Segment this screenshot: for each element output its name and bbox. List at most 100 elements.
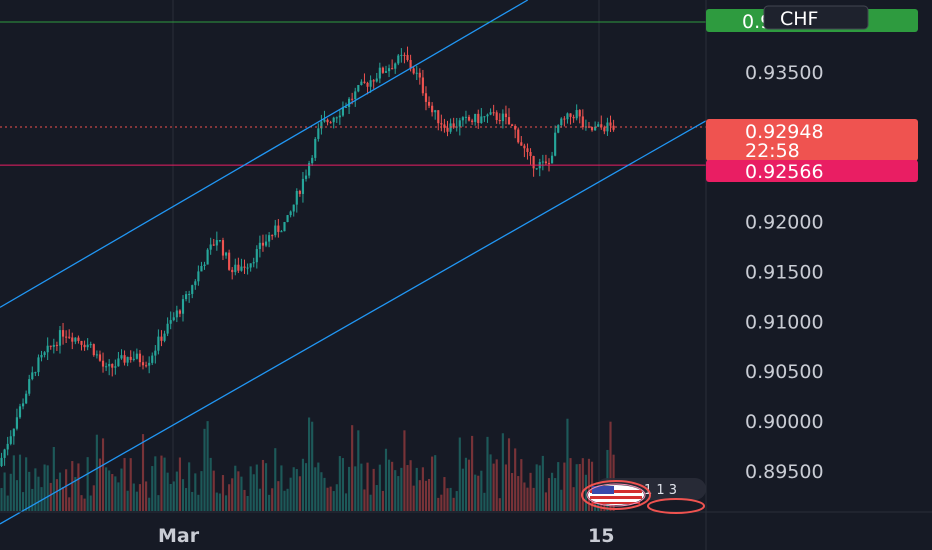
volume-bar xyxy=(135,491,138,511)
volume-bar xyxy=(77,463,80,511)
candle-body xyxy=(74,337,77,342)
candle-body xyxy=(317,128,320,139)
volume-bar xyxy=(461,468,464,511)
volume-bar xyxy=(114,476,117,511)
price-axis[interactable]: 0.93500 0.92000 0.91500 0.91000 0.90500 0.900… xyxy=(745,62,824,483)
candle-body xyxy=(264,241,268,246)
price-tick-label: 0.93500 xyxy=(745,62,824,84)
red-line-price-tag[interactable]: 0.92566 xyxy=(706,160,918,183)
volume-bar xyxy=(243,489,246,511)
time-tick-label: 15 xyxy=(588,525,614,547)
candle-body xyxy=(132,358,135,360)
volume-bar xyxy=(467,459,471,511)
candle-body xyxy=(274,225,277,236)
volume-bar xyxy=(74,477,77,511)
volume-bar xyxy=(261,459,265,511)
volume-bar xyxy=(301,458,305,511)
candle-body xyxy=(77,337,80,341)
volume-bar xyxy=(406,465,409,511)
volume-bar xyxy=(191,491,194,511)
volume-bar xyxy=(145,481,148,511)
volume-bar xyxy=(132,483,135,511)
volume-bar xyxy=(440,494,443,511)
time-axis[interactable]: Mar 15 xyxy=(158,525,614,547)
candle-body xyxy=(409,59,412,69)
volume-bar xyxy=(40,487,43,511)
event-marker[interactable] xyxy=(647,498,705,514)
volume-bar xyxy=(566,418,569,511)
candle-body xyxy=(261,242,265,246)
candle-body xyxy=(332,117,335,123)
volume-bar xyxy=(403,430,406,511)
candle-body xyxy=(381,67,384,73)
candle-body xyxy=(80,340,83,345)
volume-bar xyxy=(154,456,157,511)
volume-bar xyxy=(560,489,563,511)
volume-bar xyxy=(526,487,529,511)
volume-bar xyxy=(338,456,341,511)
volume-bar xyxy=(12,455,15,511)
candle-body xyxy=(123,355,126,363)
volume-bar xyxy=(563,462,566,511)
candle-body xyxy=(212,244,215,246)
candle-body xyxy=(566,113,569,120)
candle-body xyxy=(308,163,311,176)
candle-body xyxy=(431,105,434,113)
volume-bar xyxy=(360,463,363,511)
volume-bar xyxy=(507,438,511,511)
candles xyxy=(0,46,615,468)
candle-body xyxy=(98,354,102,361)
candle-body xyxy=(418,72,421,78)
candle-body xyxy=(268,235,271,242)
candle-body xyxy=(357,85,360,92)
volume-bar xyxy=(264,463,268,511)
candle-body xyxy=(461,117,464,121)
volume-bar xyxy=(431,456,434,511)
volume-bar xyxy=(391,461,394,511)
current-price-tag[interactable]: 0.92948 22:58 xyxy=(706,119,918,162)
volume-bar xyxy=(449,487,452,511)
volume-bar xyxy=(344,493,348,511)
candle-body xyxy=(184,294,188,300)
volume-bar xyxy=(215,492,218,511)
volume-bar xyxy=(68,497,71,511)
volume-bar xyxy=(387,459,391,511)
candle-body xyxy=(292,204,295,212)
volume-bar xyxy=(329,486,332,511)
volume-bar xyxy=(25,457,28,511)
candle-body xyxy=(514,125,517,130)
candle-body xyxy=(544,161,547,164)
volume-bar xyxy=(458,437,461,511)
candle-body xyxy=(304,175,308,179)
candle-body xyxy=(424,93,428,102)
flag-stripe xyxy=(592,502,640,504)
volume-bar xyxy=(172,481,175,511)
candle-body xyxy=(117,358,120,367)
event-markers[interactable]: 1 1 3 xyxy=(581,478,706,514)
candle-body xyxy=(141,362,145,366)
us-flag-icon[interactable] xyxy=(581,480,651,510)
volume-bar xyxy=(415,467,418,511)
candle-body xyxy=(529,152,532,157)
candle-body xyxy=(520,142,523,146)
candle-body xyxy=(71,337,74,342)
volume-bar xyxy=(412,485,415,511)
volume-bar xyxy=(268,494,271,511)
volume-bar xyxy=(446,488,449,511)
candle-body xyxy=(526,148,529,153)
candle-body xyxy=(581,116,584,128)
candle-body xyxy=(314,138,317,158)
candle-body xyxy=(437,110,440,124)
candle-body xyxy=(246,267,249,269)
candle-body xyxy=(252,262,255,264)
candle-body xyxy=(234,264,237,273)
volume-bar xyxy=(292,467,295,511)
candle-body xyxy=(197,271,200,282)
volume-bar xyxy=(335,484,338,511)
candle-body xyxy=(203,264,206,267)
price-tick-label: 0.89500 xyxy=(745,461,824,483)
volume-bar xyxy=(587,458,591,511)
top-price-tag[interactable]: 0.94000 CHF xyxy=(706,5,918,33)
volume-bar xyxy=(381,490,384,511)
